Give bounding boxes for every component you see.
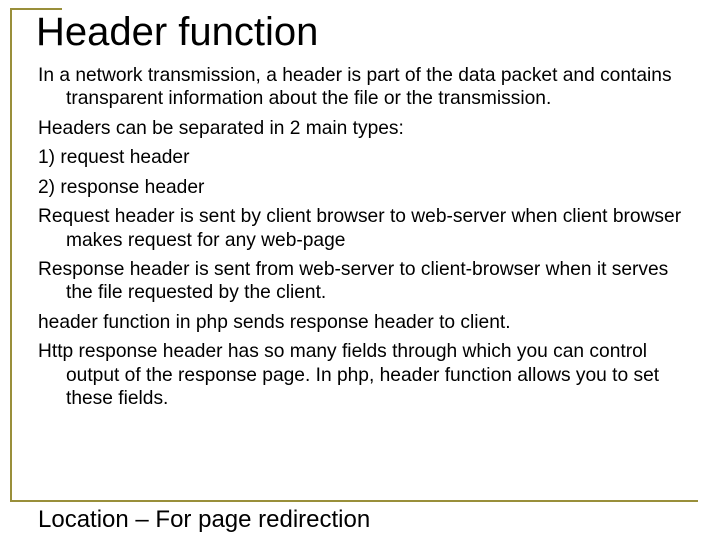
slide-footer: Location – For page redirection xyxy=(38,506,370,534)
paragraph: Response header is sent from web-server … xyxy=(38,258,686,305)
paragraph: header function in php sends response he… xyxy=(38,311,686,334)
slide: Header function In a network transmissio… xyxy=(0,0,720,540)
slide-body: In a network transmission, a header is p… xyxy=(38,64,686,416)
paragraph: 2) response header xyxy=(38,176,686,199)
paragraph: Request header is sent by client browser… xyxy=(38,205,686,252)
paragraph: In a network transmission, a header is p… xyxy=(38,64,686,111)
slide-title: Header function xyxy=(36,10,318,55)
paragraph: Headers can be separated in 2 main types… xyxy=(38,117,686,140)
paragraph: 1) request header xyxy=(38,146,686,169)
paragraph: Http response header has so many fields … xyxy=(38,340,686,410)
